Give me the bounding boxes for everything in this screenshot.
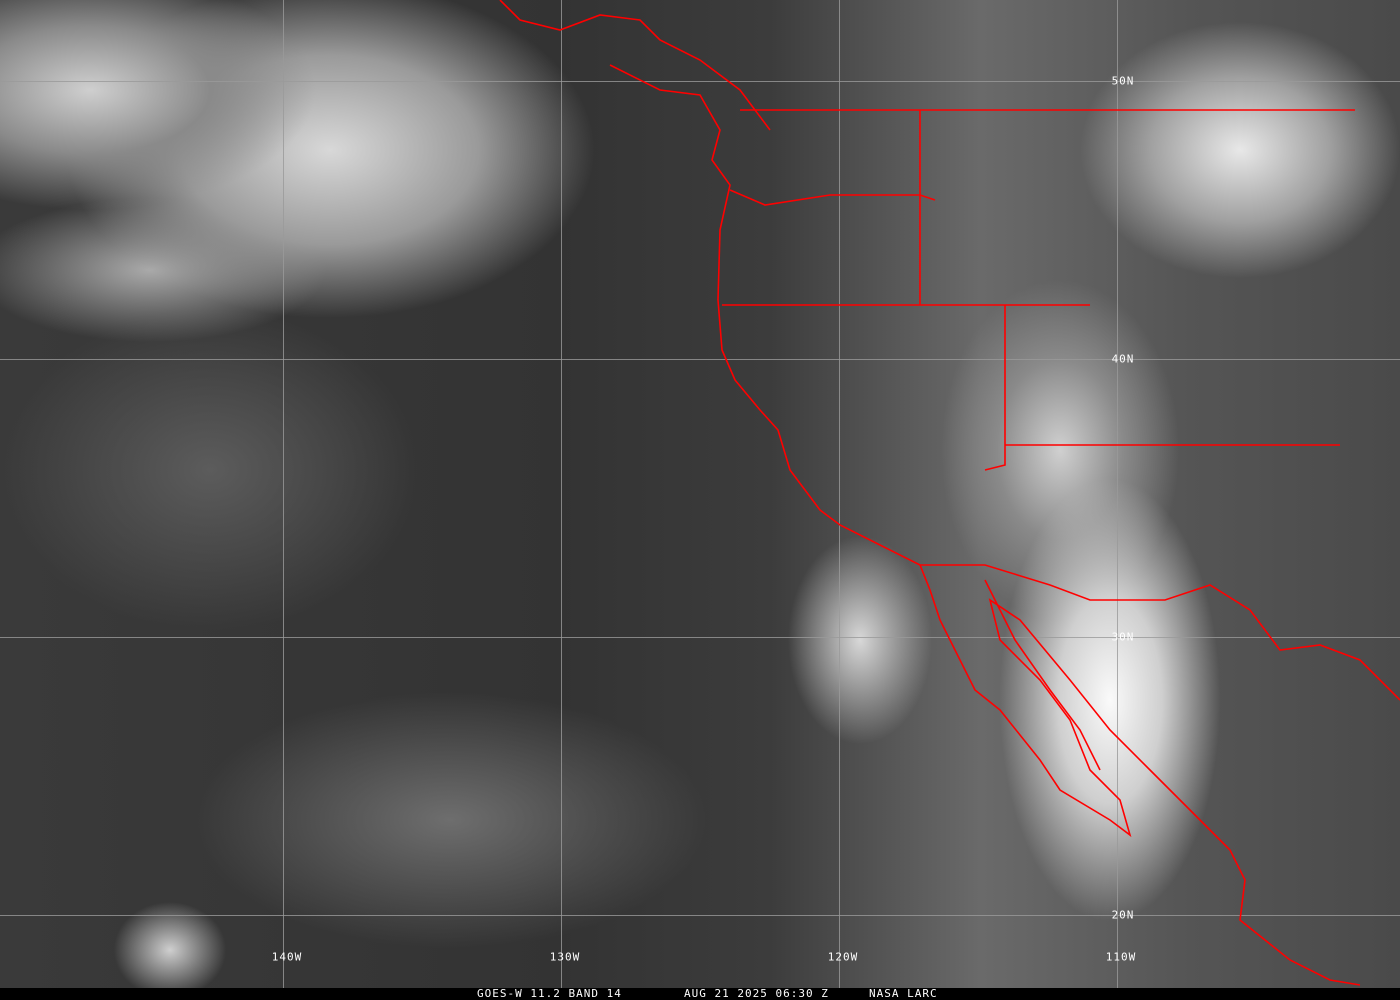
border-us-mexico [920, 564, 1400, 701]
parallel-20n [0, 915, 1400, 916]
lon-label-110w: 110W [1105, 950, 1137, 964]
meridian-140w [283, 0, 284, 988]
lat-label-40n: 40N [1111, 352, 1135, 366]
meridian-120w [839, 0, 840, 988]
lat-label-20n: 20N [1111, 908, 1135, 922]
parallel-40n [0, 359, 1400, 360]
coast-bc [499, 0, 771, 131]
lat-label-50n: 50N [1111, 74, 1135, 88]
lon-label-140w: 140W [271, 950, 303, 964]
lon-label-120w: 120W [827, 950, 859, 964]
coastline-west [609, 64, 1361, 986]
lon-label-130w: 130W [549, 950, 581, 964]
caption-product: GOES-W 11.2 BAND 14 [477, 987, 622, 1000]
meridian-110w [1117, 0, 1118, 988]
baja-coast-east [984, 579, 1101, 771]
caption-datetime: AUG 21 2025 06:30 Z [684, 987, 829, 1000]
state-border-or-wa [729, 189, 936, 206]
caption-credit: NASA LARC [869, 987, 938, 1000]
parallel-50n [0, 81, 1400, 82]
state-border-ca-nv [984, 305, 1006, 471]
lat-label-30n: 30N [1111, 630, 1135, 644]
meridian-130w [561, 0, 562, 988]
caption-bar: GOES-W 11.2 BAND 14 AUG 21 2025 06:30 Z … [0, 988, 1400, 1000]
parallel-30n [0, 637, 1400, 638]
